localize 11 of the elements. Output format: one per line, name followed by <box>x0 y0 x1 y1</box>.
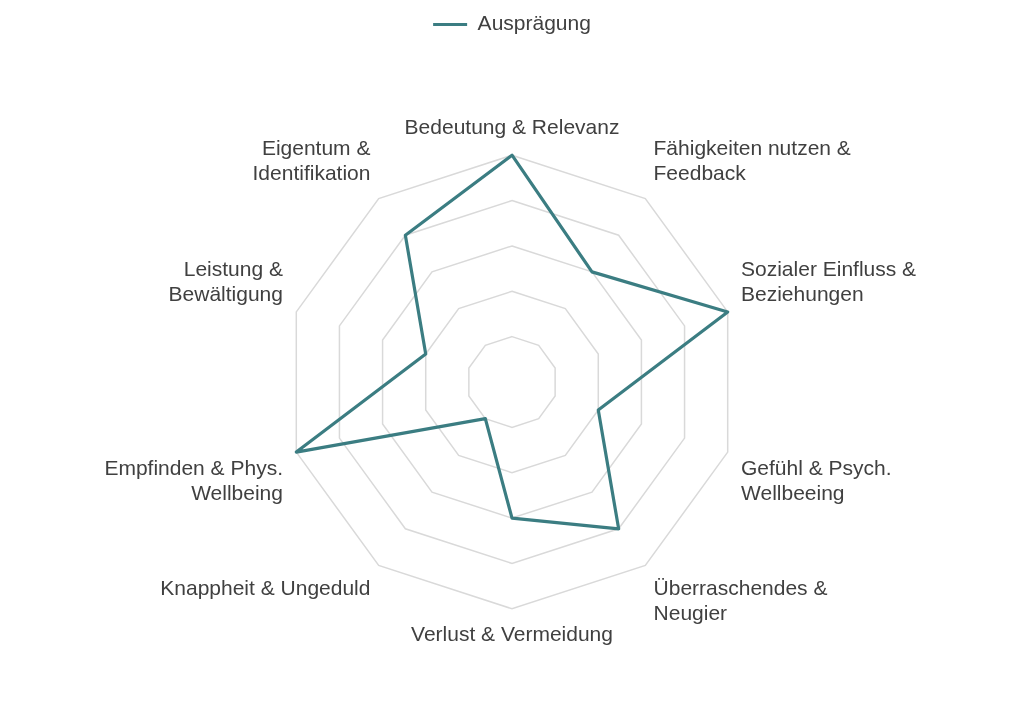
spoke-label: Leistung & Bewältigung <box>168 256 283 305</box>
legend-label: Ausprägung <box>477 11 591 35</box>
spoke-label: Eigentum & Identifikation <box>252 136 371 185</box>
spoke-label: Überraschendes & Neugier <box>653 576 828 625</box>
spoke-label: Verlust & Vermeidung <box>411 622 613 646</box>
spoke-label: Sozialer Einfluss & Beziehungen <box>741 256 917 305</box>
spoke-label: Bedeutung & Relevanz <box>404 115 620 139</box>
spoke-label: Knappheit & Ungeduld <box>160 576 371 600</box>
spoke-label: Empfinden & Phys. Wellbeing <box>104 455 283 505</box>
spoke-label: Fähigkeiten nutzen & Feedback <box>653 136 851 185</box>
spoke-label: Gefühl & Psych. Wellbeeing <box>741 455 892 505</box>
